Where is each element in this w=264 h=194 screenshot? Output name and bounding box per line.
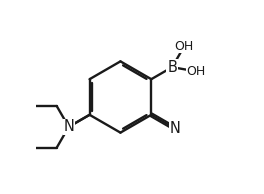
- Text: B: B: [167, 60, 177, 75]
- Text: N: N: [63, 119, 74, 134]
- Text: OH: OH: [186, 65, 205, 78]
- Text: OH: OH: [175, 40, 194, 53]
- Text: N: N: [170, 121, 181, 136]
- Text: N: N: [63, 119, 74, 134]
